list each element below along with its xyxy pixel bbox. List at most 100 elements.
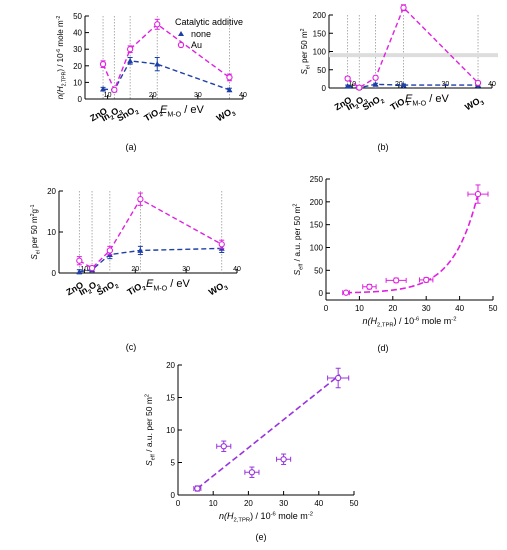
- material-label: In2O3: [344, 93, 370, 115]
- x-tick-label: 50: [350, 499, 359, 508]
- series-line-Au: [78, 198, 223, 269]
- y-tick-label: 50: [317, 66, 326, 75]
- y-tick-label: 50: [314, 266, 323, 275]
- y-tick-label: 0: [78, 95, 83, 104]
- data-point-au: [106, 247, 114, 254]
- x-axis-label: EM-O / eV: [405, 93, 450, 107]
- y-tick-label: 200: [310, 198, 324, 207]
- panel-caption: (e): [256, 532, 267, 542]
- x-tick-label: 10: [209, 499, 218, 508]
- data-point-au: [88, 264, 96, 272]
- y-axis-label: Sel per 50 m2: [300, 28, 312, 74]
- legend-label-none: none: [191, 29, 211, 39]
- y-tick-label: 100: [313, 48, 327, 57]
- x-tick-label: 40: [239, 92, 247, 99]
- x-tick-label: 30: [422, 304, 431, 313]
- data-point-au: [137, 196, 144, 203]
- data-point: [342, 289, 350, 296]
- data-point: [220, 443, 227, 450]
- data-point-au: [226, 74, 233, 81]
- x-tick-label: 20: [244, 499, 253, 508]
- x-tick-label: 30: [194, 92, 202, 99]
- data-point-au: [76, 257, 83, 264]
- y-axis-label: Seff / a.u. per 50 m2: [292, 204, 305, 276]
- x-tick-label: 40: [314, 499, 323, 508]
- data-point: [335, 374, 342, 382]
- y-tick-label: 50: [73, 12, 82, 21]
- x-tick-label: 0: [176, 499, 181, 508]
- x-tick-label: 30: [279, 499, 288, 508]
- data-point-none: [372, 81, 379, 87]
- data-point-none: [154, 61, 161, 67]
- legend-title: Catalytic additive: [175, 17, 243, 27]
- data-point: [474, 190, 482, 198]
- y-tick-label: 20: [73, 62, 82, 71]
- x-tick-label: 10: [355, 304, 364, 313]
- x-tick-label: 20: [131, 266, 139, 273]
- data-point-none: [400, 82, 407, 88]
- data-point-au: [126, 46, 134, 53]
- y-tick-label: 5: [171, 459, 176, 468]
- material-label: SnO2: [361, 92, 387, 114]
- data-point-none: [76, 268, 83, 275]
- y-tick-label: 15: [166, 394, 175, 403]
- y-axis-label: n(H2,TPR) / 10-6 mole m-2: [56, 16, 68, 100]
- x-axis-label: n(H2,TPR) / 10-6 mole m-2: [219, 511, 313, 524]
- x-tick-label: 10: [104, 92, 112, 99]
- data-point-none: [344, 83, 351, 89]
- x-tick-label: 10: [348, 81, 356, 88]
- material-label: In2O3: [77, 278, 103, 300]
- panel-caption: (d): [378, 343, 389, 353]
- y-tick-label: 0: [171, 491, 176, 500]
- panel-caption: (b): [378, 142, 389, 152]
- y-tick-label: 10: [47, 228, 56, 237]
- legend-marker-none: [178, 31, 184, 36]
- x-tick-label: 40: [233, 266, 241, 273]
- data-point-au: [356, 84, 363, 91]
- data-point: [280, 456, 287, 463]
- y-tick-label: 20: [166, 361, 175, 370]
- material-label: SnO2: [95, 277, 121, 299]
- data-point-none: [137, 247, 144, 253]
- data-point: [366, 283, 373, 290]
- reference-band: [329, 53, 498, 58]
- x-axis-label: EM-O / eV: [146, 278, 191, 292]
- data-point-au: [400, 4, 407, 11]
- y-tick-label: 200: [313, 11, 327, 20]
- data-point: [248, 469, 256, 476]
- material-label: WO3: [463, 94, 486, 115]
- data-point-au: [99, 60, 107, 68]
- x-tick-label: 10: [81, 266, 89, 273]
- data-point: [194, 485, 201, 492]
- series-line-Au: [347, 6, 479, 89]
- data-point-none: [226, 86, 233, 93]
- legend-marker-au: [177, 41, 185, 49]
- legend-label-au: Au: [191, 40, 202, 50]
- x-tick-label: 20: [388, 304, 397, 313]
- data-point-none: [100, 86, 107, 92]
- series-line-none: [347, 83, 479, 89]
- y-tick-label: 30: [73, 45, 82, 54]
- y-tick-label: 20: [47, 187, 56, 196]
- x-axis-label: n(H2,TPR) / 10-6 mole m-2: [362, 316, 456, 329]
- data-point: [392, 277, 400, 284]
- data-point-au: [372, 74, 379, 81]
- fit-curve: [346, 193, 479, 294]
- x-tick-label: 40: [488, 81, 496, 88]
- y-tick-label: 10: [166, 426, 175, 435]
- y-axis-label: Seff / a.u. per 50 m2: [144, 394, 157, 466]
- x-tick-label: 50: [489, 304, 498, 313]
- data-point-au: [344, 75, 351, 82]
- y-tick-label: 150: [310, 221, 324, 230]
- data-point-au: [111, 86, 118, 94]
- x-tick-label: 0: [324, 304, 329, 313]
- y-tick-label: 150: [313, 29, 327, 38]
- panel-caption: (a): [126, 142, 137, 152]
- material-label: TiO2: [126, 279, 149, 299]
- x-tick-label: 30: [182, 266, 190, 273]
- data-point-au: [218, 241, 225, 248]
- material-label: SnO2: [115, 103, 141, 125]
- fit-line: [196, 374, 341, 490]
- y-tick-label: 10: [73, 78, 82, 87]
